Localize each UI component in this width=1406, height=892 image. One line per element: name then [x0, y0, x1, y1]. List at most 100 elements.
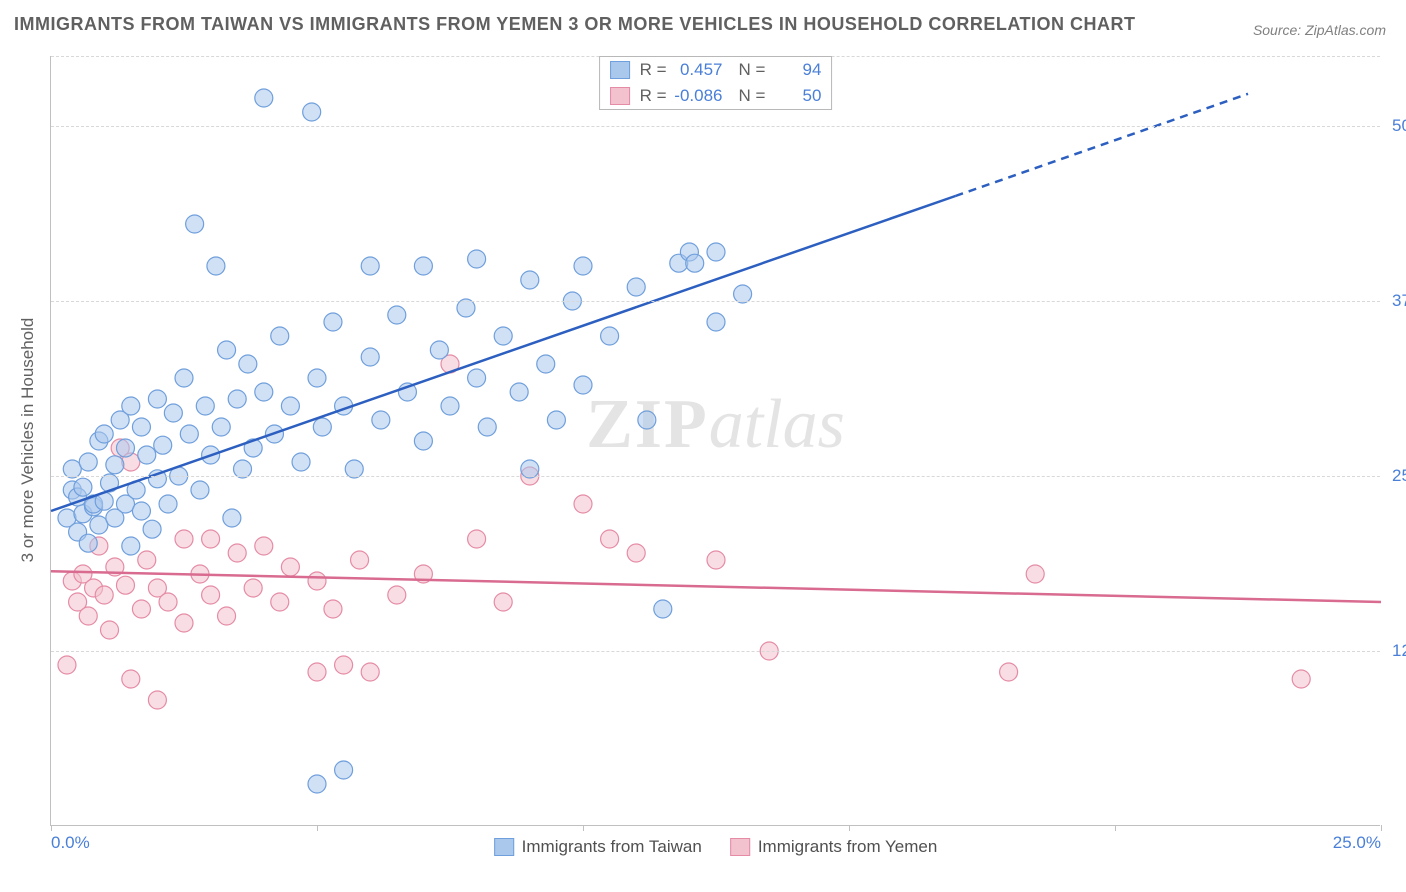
gridline — [51, 476, 1380, 477]
data-point — [191, 481, 209, 499]
data-point — [58, 656, 76, 674]
plot-area: ZIPatlas R = 0.457 N = 94 R = -0.086 N =… — [50, 56, 1380, 826]
data-point — [361, 257, 379, 275]
legend-row-taiwan: R = 0.457 N = 94 — [600, 57, 832, 83]
data-point — [414, 257, 432, 275]
legend-row-yemen: R = -0.086 N = 50 — [600, 83, 832, 109]
data-point — [95, 425, 113, 443]
data-point — [1026, 565, 1044, 583]
data-point — [601, 327, 619, 345]
data-point — [494, 327, 512, 345]
data-point — [686, 254, 704, 272]
data-point — [74, 478, 92, 496]
data-point — [281, 558, 299, 576]
y-tick-label: 37.5% — [1384, 291, 1406, 311]
data-point — [223, 509, 241, 527]
data-point — [430, 341, 448, 359]
data-point — [324, 600, 342, 618]
data-point — [116, 576, 134, 594]
data-point — [202, 586, 220, 604]
y-tick-label: 25.0% — [1384, 466, 1406, 486]
data-point — [574, 495, 592, 513]
swatch-yemen — [610, 87, 630, 105]
data-point — [143, 520, 161, 538]
data-point — [313, 418, 331, 436]
data-point — [154, 436, 172, 454]
data-point — [90, 516, 108, 534]
data-point — [159, 593, 177, 611]
series-legend: Immigrants from Taiwan Immigrants from Y… — [494, 837, 938, 857]
legend-item-taiwan: Immigrants from Taiwan — [494, 837, 702, 857]
data-point — [148, 691, 166, 709]
data-point — [95, 586, 113, 604]
data-point — [132, 502, 150, 520]
data-point — [521, 271, 539, 289]
data-point — [244, 579, 262, 597]
data-point — [510, 383, 528, 401]
data-point — [335, 656, 353, 674]
data-point — [196, 397, 214, 415]
data-point — [207, 257, 225, 275]
data-point — [1000, 663, 1018, 681]
data-point — [372, 411, 390, 429]
data-point — [308, 663, 326, 681]
data-point — [175, 530, 193, 548]
data-point — [218, 341, 236, 359]
data-point — [271, 327, 289, 345]
data-point — [132, 418, 150, 436]
data-point — [212, 418, 230, 436]
trend-line-extrapolated — [955, 94, 1248, 196]
data-point — [547, 411, 565, 429]
data-point — [218, 607, 236, 625]
data-point — [707, 243, 725, 261]
data-point — [574, 376, 592, 394]
data-point — [627, 278, 645, 296]
gridline — [51, 126, 1380, 127]
data-point — [292, 453, 310, 471]
data-point — [164, 404, 182, 422]
chart-container: IMMIGRANTS FROM TAIWAN VS IMMIGRANTS FRO… — [0, 0, 1406, 892]
correlation-legend: R = 0.457 N = 94 R = -0.086 N = 50 — [599, 56, 833, 110]
data-point — [228, 390, 246, 408]
data-point — [186, 215, 204, 233]
data-point — [707, 551, 725, 569]
source-attribution: Source: ZipAtlas.com — [1253, 22, 1386, 38]
legend-item-yemen: Immigrants from Yemen — [730, 837, 938, 857]
data-point — [148, 390, 166, 408]
data-point — [324, 313, 342, 331]
y-axis-label: 3 or more Vehicles in Household — [18, 318, 38, 563]
data-point — [159, 495, 177, 513]
chart-title: IMMIGRANTS FROM TAIWAN VS IMMIGRANTS FRO… — [14, 14, 1136, 35]
y-tick-label: 12.5% — [1384, 641, 1406, 661]
gridline — [51, 301, 1380, 302]
data-point — [116, 439, 134, 457]
data-point — [138, 551, 156, 569]
data-point — [79, 607, 97, 625]
data-point — [388, 586, 406, 604]
data-point — [468, 530, 486, 548]
data-point — [468, 250, 486, 268]
data-point — [79, 453, 97, 471]
data-point — [122, 397, 140, 415]
data-point — [478, 418, 496, 436]
gridline — [51, 651, 1380, 652]
swatch-taiwan — [610, 61, 630, 79]
data-point — [202, 530, 220, 548]
data-point — [361, 348, 379, 366]
data-point — [351, 551, 369, 569]
data-point — [361, 663, 379, 681]
data-point — [494, 593, 512, 611]
data-point — [255, 89, 273, 107]
data-point — [79, 534, 97, 552]
y-tick-label: 50.0% — [1384, 116, 1406, 136]
data-point — [132, 600, 150, 618]
data-point — [255, 383, 273, 401]
data-point — [281, 397, 299, 415]
data-point — [175, 614, 193, 632]
data-point — [308, 572, 326, 590]
data-point — [654, 600, 672, 618]
swatch-yemen-b — [730, 838, 750, 856]
data-point — [106, 456, 124, 474]
data-point — [228, 544, 246, 562]
trend-line — [51, 196, 955, 511]
